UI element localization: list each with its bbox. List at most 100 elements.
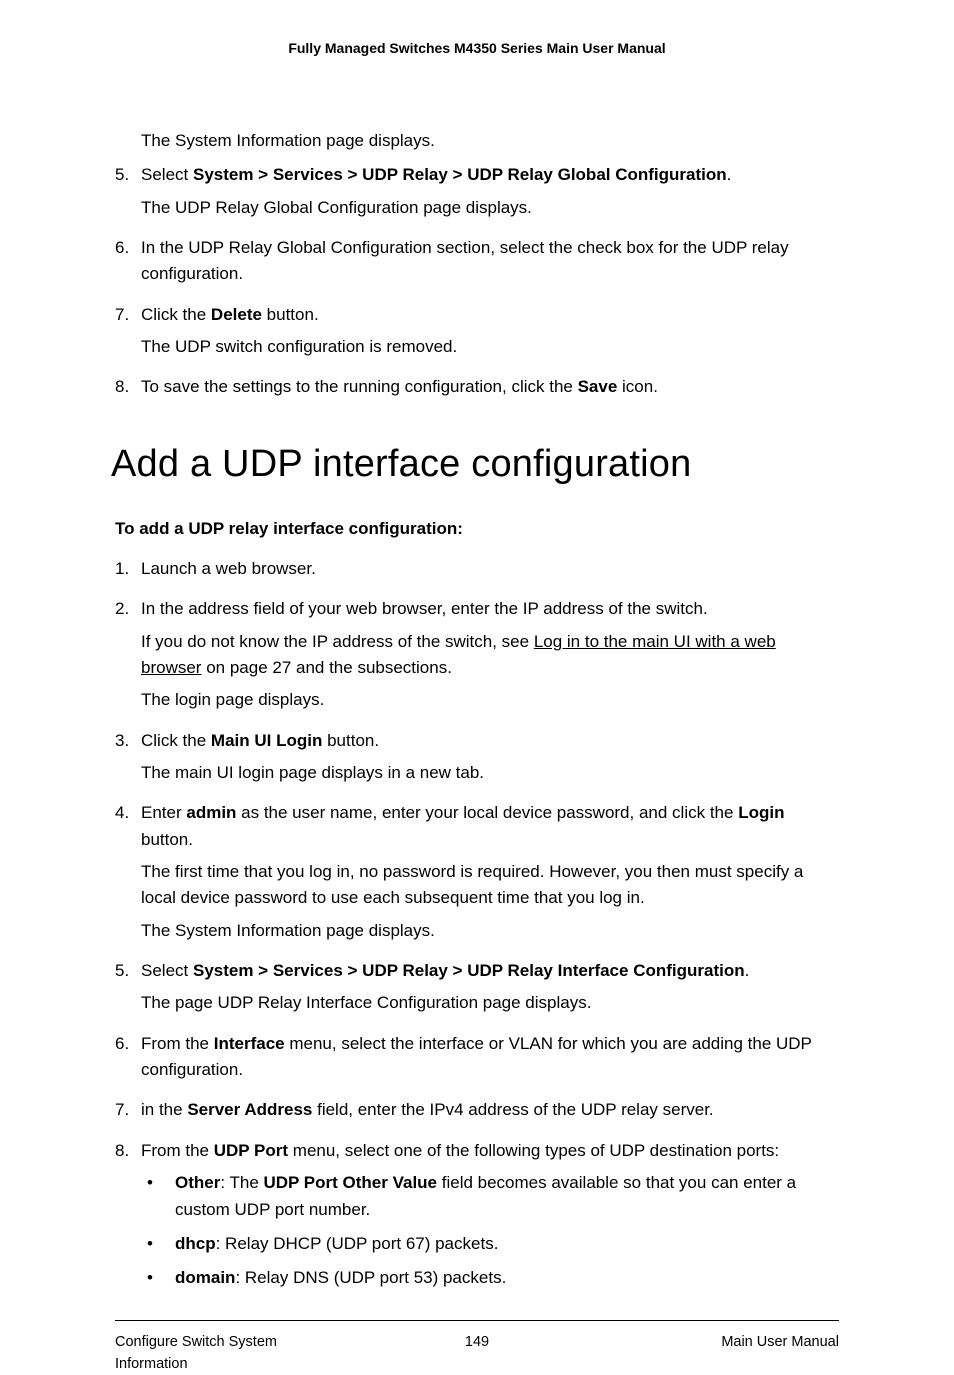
text: From the: [141, 1141, 214, 1160]
bullet-item: • domain: Relay DNS (UDP port 53) packet…: [141, 1265, 839, 1291]
document-page: Fully Managed Switches M4350 Series Main…: [0, 0, 954, 1235]
step-body: In the address field of your web browser…: [141, 596, 839, 719]
text: icon.: [617, 377, 658, 396]
bullet-list: • Other: The UDP Port Other Value field …: [141, 1170, 839, 1291]
text: The login page displays.: [141, 687, 839, 713]
text: The page UDP Relay Interface Configurati…: [141, 990, 839, 1016]
step-number: 8.: [115, 374, 141, 406]
text: If you do not know the IP address of the…: [141, 632, 534, 651]
cross-reference-link[interactable]: browser: [141, 658, 201, 677]
list-item: 4. Enter admin as the user name, enter y…: [115, 800, 839, 950]
step-number: 6.: [115, 1031, 141, 1090]
text: In the address field of your web browser…: [141, 596, 839, 622]
field-name: UDP Port Other Value: [264, 1173, 438, 1192]
option-name: domain: [175, 1268, 235, 1287]
text: Select: [141, 165, 193, 184]
text: on page 27 and the subsections.: [201, 658, 451, 677]
list-item: 6. From the Interface menu, select the i…: [115, 1031, 839, 1090]
step-number: 7.: [115, 302, 141, 367]
header-title: Fully Managed Switches M4350 Series Main…: [288, 40, 665, 56]
step-body: To save the settings to the running conf…: [141, 374, 839, 406]
footer-section-line1: Configure Switch System: [115, 1334, 277, 1350]
text: To save the settings to the running conf…: [141, 377, 578, 396]
procedure-heading: To add a UDP relay interface configurati…: [115, 516, 839, 542]
step-number: 5.: [115, 958, 141, 1023]
footer-left: Configure Switch System Information: [115, 1331, 356, 1375]
icon-name: Save: [578, 377, 618, 396]
step-body: Click the Main UI Login button. The main…: [141, 728, 839, 793]
list-item: 8. From the UDP Port menu, select one of…: [115, 1138, 839, 1300]
list-item: 6. In the UDP Relay Global Configuration…: [115, 235, 839, 294]
value-name: admin: [186, 803, 236, 822]
intro-para: The System Information page displays.: [141, 128, 839, 154]
step-number: 1.: [115, 556, 141, 588]
step-number: 3.: [115, 728, 141, 793]
list-item: 7. Click the Delete button. The UDP swit…: [115, 302, 839, 367]
bullet-icon: •: [141, 1265, 175, 1291]
cross-reference-link[interactable]: Log in to the main UI with a web: [534, 632, 776, 651]
text: .: [745, 961, 750, 980]
section-heading: Add a UDP interface configuration: [111, 435, 839, 494]
button-name: Delete: [211, 305, 262, 324]
step-body: Enter admin as the user name, enter your…: [141, 800, 839, 950]
step-number: 5.: [115, 162, 141, 227]
page-header: Fully Managed Switches M4350 Series Main…: [115, 40, 839, 56]
list-item: 7. in the Server Address field, enter th…: [115, 1097, 839, 1129]
text: button.: [322, 731, 379, 750]
page-content: The System Information page displays. 5.…: [115, 128, 839, 1375]
nav-path: System > Services > UDP Relay > UDP Rela…: [193, 961, 745, 980]
footer-manual-name: Main User Manual: [598, 1331, 839, 1375]
menu-name: UDP Port: [214, 1141, 288, 1160]
bullet-icon: •: [141, 1170, 175, 1223]
step-number: 4.: [115, 800, 141, 950]
text: Click the: [141, 731, 211, 750]
page-footer: Configure Switch System Information 149 …: [115, 1320, 839, 1375]
text: Enter: [141, 803, 186, 822]
text: .: [727, 165, 732, 184]
text: field, enter the IPv4 address of the UDP…: [312, 1100, 713, 1119]
step-body: Launch a web browser.: [141, 556, 839, 588]
step-body: In the UDP Relay Global Configuration se…: [141, 235, 839, 294]
step-number: 8.: [115, 1138, 141, 1300]
nav-path: System > Services > UDP Relay > UDP Rela…: [193, 165, 727, 184]
text: Select: [141, 961, 193, 980]
step-body: Select System > Services > UDP Relay > U…: [141, 958, 839, 1023]
text: The first time that you log in, no passw…: [141, 859, 839, 912]
text: : The: [220, 1173, 263, 1192]
text: Launch a web browser.: [141, 556, 839, 582]
step-number: 2.: [115, 596, 141, 719]
step-body: From the UDP Port menu, select one of th…: [141, 1138, 839, 1300]
text: button.: [141, 830, 193, 849]
text: The System Information page displays.: [141, 918, 839, 944]
text: The UDP switch configuration is removed.: [141, 334, 839, 360]
text: : Relay DHCP (UDP port 67) packets.: [216, 1234, 499, 1253]
button-name: Login: [738, 803, 784, 822]
option-name: dhcp: [175, 1234, 216, 1253]
text: In the UDP Relay Global Configuration se…: [141, 235, 839, 288]
text: From the: [141, 1034, 214, 1053]
text: button.: [262, 305, 319, 324]
list-item: 3. Click the Main UI Login button. The m…: [115, 728, 839, 793]
list-item: 8. To save the settings to the running c…: [115, 374, 839, 406]
text: : Relay DNS (UDP port 53) packets.: [235, 1268, 506, 1287]
text: as the user name, enter your local devic…: [236, 803, 738, 822]
field-name: Server Address: [187, 1100, 312, 1119]
step-number: 7.: [115, 1097, 141, 1129]
text: The UDP Relay Global Configuration page …: [141, 195, 839, 221]
text: Click the: [141, 305, 211, 324]
step-body: From the Interface menu, select the inte…: [141, 1031, 839, 1090]
bullet-item: • Other: The UDP Port Other Value field …: [141, 1170, 839, 1223]
step-body: in the Server Address field, enter the I…: [141, 1097, 839, 1129]
footer-page-number: 149: [356, 1331, 597, 1375]
text: in the: [141, 1100, 187, 1119]
menu-name: Interface: [214, 1034, 285, 1053]
list-item: 5. Select System > Services > UDP Relay …: [115, 958, 839, 1023]
list-item: 5. Select System > Services > UDP Relay …: [115, 162, 839, 227]
footer-section-line2: Information: [115, 1356, 188, 1372]
step-number: 6.: [115, 235, 141, 294]
step-body: Select System > Services > UDP Relay > U…: [141, 162, 839, 227]
option-name: Other: [175, 1173, 220, 1192]
text: The main UI login page displays in a new…: [141, 760, 839, 786]
step-body: Click the Delete button. The UDP switch …: [141, 302, 839, 367]
list-item: 2. In the address field of your web brow…: [115, 596, 839, 719]
